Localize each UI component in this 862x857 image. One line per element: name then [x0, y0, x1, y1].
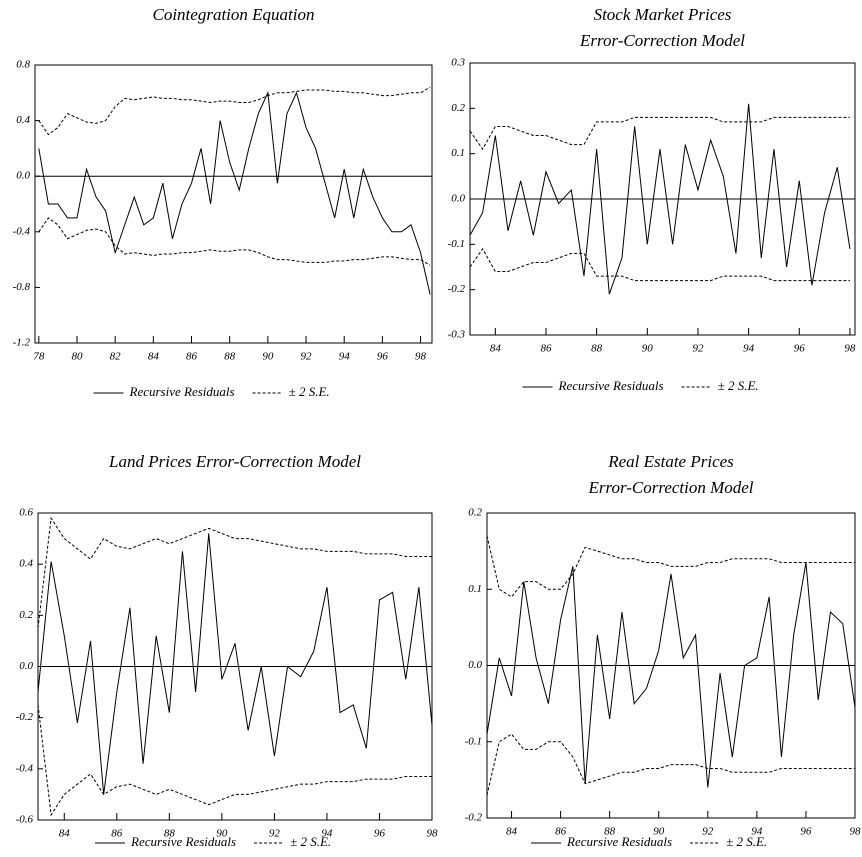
series-line [469, 116, 850, 151]
y-tick-label: 0.2 [19, 609, 33, 621]
legend-label: Recursive Residuals [558, 378, 664, 393]
x-tick-label: 98 [850, 826, 862, 838]
y-tick-label: 0.3 [451, 57, 465, 69]
y-tick-label: 0.0 [19, 660, 33, 672]
chart-title: Cointegration Equation [153, 5, 315, 24]
y-tick-label: -0.2 [448, 283, 466, 295]
x-tick-label: 88 [604, 826, 616, 838]
x-tick-label: 94 [321, 828, 333, 840]
y-tick-label: -1.2 [13, 337, 31, 349]
series-line [469, 103, 851, 295]
series-line [486, 562, 856, 788]
chart-title: Real Estate Prices [607, 452, 734, 471]
y-tick-label: 0.0 [16, 170, 30, 182]
y-tick-label: 0.4 [19, 558, 33, 570]
x-tick-label: 90 [262, 351, 274, 363]
chart-title: Error-Correction Model [579, 31, 745, 50]
legend-label: Recursive Residuals [130, 834, 236, 849]
x-tick-label: 82 [110, 351, 122, 363]
legend-label: ± 2 S.E. [289, 384, 330, 399]
y-tick-label: -0.2 [465, 812, 483, 824]
x-tick-label: 84 [59, 828, 71, 840]
x-tick-label: 88 [591, 343, 603, 355]
series-line [38, 86, 431, 136]
x-tick-label: 86 [555, 826, 567, 838]
series-line [37, 516, 432, 629]
series-line [38, 217, 431, 266]
x-tick-label: 90 [216, 828, 228, 840]
x-tick-label: 88 [224, 351, 236, 363]
y-tick-label: -0.2 [16, 711, 34, 723]
chart-title: Land Prices Error-Correction Model [108, 452, 361, 471]
series-line [469, 247, 850, 282]
x-tick-label: 84 [506, 826, 518, 838]
y-tick-label: 0.0 [468, 659, 482, 671]
x-tick-label: 92 [269, 828, 281, 840]
x-tick-label: 98 [844, 343, 856, 355]
x-tick-label: 94 [743, 343, 755, 355]
y-tick-label: 0.0 [451, 193, 465, 205]
x-tick-label: 86 [540, 343, 552, 355]
y-tick-label: 0.4 [16, 114, 30, 126]
x-tick-label: 88 [164, 828, 176, 840]
y-tick-label: -0.3 [448, 329, 466, 341]
series-line [486, 733, 855, 796]
y-tick-label: -0.4 [16, 762, 34, 774]
x-tick-label: 96 [800, 826, 812, 838]
series-line [486, 535, 855, 598]
x-tick-label: 96 [374, 828, 386, 840]
x-tick-label: 90 [642, 343, 654, 355]
chart-title: Error-Correction Model [587, 478, 753, 497]
x-tick-label: 90 [653, 826, 665, 838]
y-tick-label: -0.1 [465, 735, 482, 747]
y-tick-label: 0.1 [468, 583, 482, 595]
x-tick-label: 92 [692, 343, 704, 355]
x-tick-label: 80 [71, 351, 83, 363]
x-tick-label: 98 [415, 351, 427, 363]
series-line [38, 90, 431, 295]
y-tick-label: -0.1 [448, 238, 465, 250]
series-line [37, 704, 432, 817]
legend-label: ± 2 S.E. [290, 834, 331, 849]
x-tick-label: 96 [794, 343, 806, 355]
y-tick-label: -0.8 [13, 281, 31, 293]
x-tick-label: 94 [339, 351, 351, 363]
plot-frame [34, 64, 433, 344]
legend-label: ± 2 S.E. [726, 834, 767, 849]
x-tick-label: 86 [186, 351, 198, 363]
y-tick-label: -0.6 [16, 814, 34, 826]
series-line [37, 533, 433, 795]
x-tick-label: 92 [301, 351, 313, 363]
y-tick-label: 0.8 [16, 59, 30, 71]
legend-label: Recursive Residuals [129, 384, 235, 399]
y-tick-label: 0.6 [19, 507, 33, 519]
x-tick-label: 78 [33, 351, 45, 363]
legend-label: ± 2 S.E. [718, 378, 759, 393]
chart-title: Stock Market Prices [594, 5, 732, 24]
x-tick-label: 84 [148, 351, 160, 363]
x-tick-label: 84 [490, 343, 502, 355]
x-tick-label: 98 [427, 828, 439, 840]
y-tick-label: 0.2 [468, 507, 482, 519]
y-tick-label: -0.4 [13, 225, 31, 237]
x-tick-label: 94 [751, 826, 763, 838]
x-tick-label: 86 [111, 828, 123, 840]
x-tick-label: 96 [377, 351, 389, 363]
x-tick-label: 92 [702, 826, 714, 838]
legend-label: Recursive Residuals [566, 834, 672, 849]
y-tick-label: 0.2 [451, 102, 465, 114]
y-tick-label: 0.1 [451, 147, 465, 159]
